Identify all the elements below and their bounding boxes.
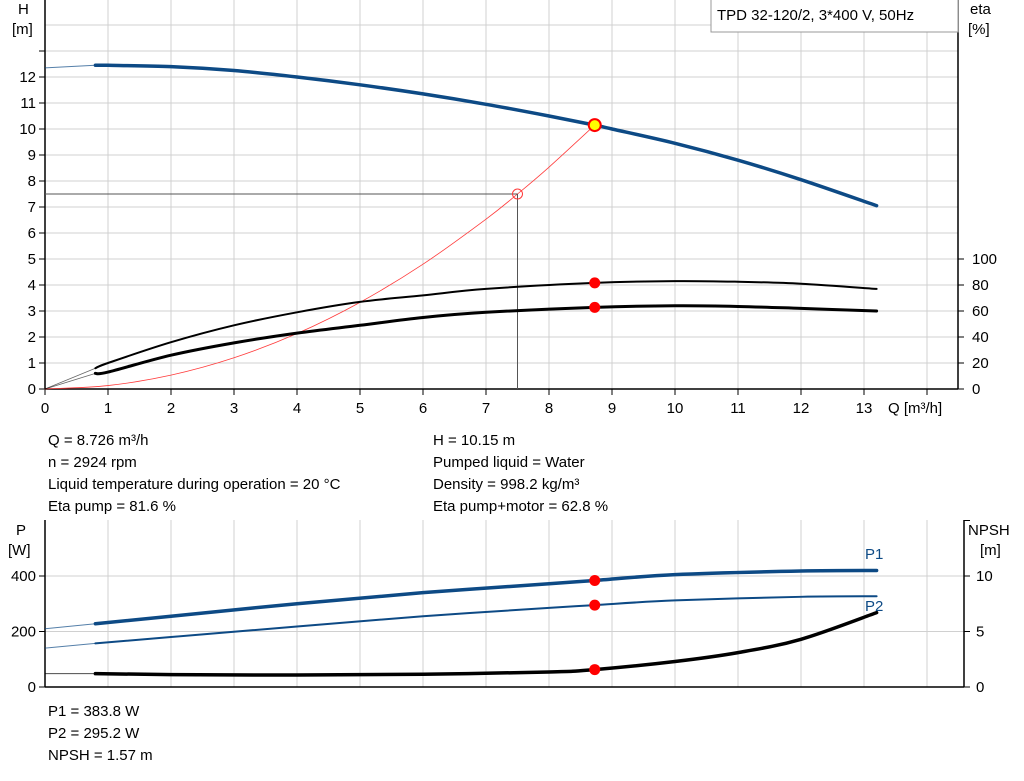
y2-axis-unit: [%] [968, 21, 990, 38]
x-tick-label: 0 [41, 400, 49, 417]
p1-duty-marker [589, 574, 601, 586]
y-tick-label: 8 [28, 173, 36, 190]
info-eta-pump: Eta pump = 81.6 % [48, 498, 176, 515]
eta-extrapolation [44, 373, 96, 390]
info-n: n = 2924 rpm [48, 454, 137, 471]
x-tick-label: 9 [608, 400, 616, 417]
eta-extrapolation [44, 367, 96, 390]
npsh-axis-unit: [m] [980, 542, 1001, 559]
x-axis-label: Q [m³/h] [888, 400, 942, 417]
y2-tick-label: 0 [972, 381, 980, 398]
p1-curve [93, 568, 879, 626]
x-tick-label: 5 [356, 400, 364, 417]
y-tick-label: 7 [28, 199, 36, 216]
x-tick-label: 4 [293, 400, 301, 417]
x-tick-label: 12 [793, 400, 810, 417]
y-tick-label: 2 [28, 329, 36, 346]
eta-total-duty-marker [589, 301, 601, 313]
npsh-axis-label: NPSH [968, 522, 1010, 539]
requested-point-marker [512, 188, 523, 200]
duty-point-marker [587, 118, 602, 133]
info-liquid: Pumped liquid = Water [433, 454, 585, 471]
y-tick-label: 1 [28, 355, 36, 372]
y2-tick-label: 100 [972, 251, 997, 268]
x-tick-label: 11 [730, 400, 746, 417]
p1-curve-extrapolation [44, 623, 96, 630]
p-tick-label: 400 [11, 568, 36, 585]
y2-tick-label: 80 [972, 277, 989, 294]
bottom-grid [45, 520, 964, 687]
x-tick-label: 7 [482, 400, 490, 417]
x-tick-label: 1 [104, 400, 112, 417]
p-axis-label: P [16, 522, 26, 539]
eta-pump-curve [94, 280, 878, 370]
y-tick-label: 10 [19, 121, 36, 138]
npsh-curve [93, 610, 879, 677]
y-axis-label: H [18, 1, 29, 18]
x-tick-label: 2 [167, 400, 175, 417]
y-tick-label: 9 [28, 147, 36, 164]
eta-total-curve [93, 304, 879, 376]
eta-pump-duty-marker [589, 277, 601, 289]
curves [44, 63, 879, 677]
p-tick-label: 200 [11, 624, 36, 641]
info-q: Q = 8.726 m³/h [48, 432, 148, 449]
x-tick-label: 10 [667, 400, 684, 417]
p2-series-label: P2 [865, 598, 883, 615]
y2-tick-label: 40 [972, 329, 989, 346]
chart-title: TPD 32-120/2, 3*400 V, 50Hz [717, 7, 914, 24]
y-tick-label: 12 [19, 69, 36, 86]
x-tick-label: 3 [230, 400, 238, 417]
p-axis-unit: [W] [8, 542, 31, 559]
npsh-duty-marker [589, 664, 601, 676]
info-temp: Liquid temperature during operation = 20… [48, 476, 341, 493]
p-tick-label: 0 [28, 679, 36, 696]
p1-series-label: P1 [865, 546, 883, 563]
x-tick-label: 8 [545, 400, 553, 417]
info-eta-total: Eta pump+motor = 62.8 % [433, 498, 608, 515]
system-curve [44, 124, 596, 390]
y2-axis-label: eta [970, 1, 992, 18]
y2-tick-label: 20 [972, 355, 989, 372]
y-tick-label: 11 [20, 95, 36, 112]
p2-curve-extrapolation [44, 642, 96, 649]
info-npsh: NPSH = 1.57 m [48, 747, 153, 764]
npsh-tick-label: 10 [976, 568, 993, 585]
info-density: Density = 998.2 kg/m³ [433, 476, 579, 493]
npsh-tick-label: 5 [976, 624, 984, 641]
x-tick-label: 13 [856, 400, 873, 417]
y-tick-label: 0 [28, 381, 36, 398]
info-h: H = 10.15 m [433, 432, 515, 449]
y-tick-label: 6 [28, 225, 36, 242]
y-tick-label: 3 [28, 303, 36, 320]
npsh-tick-label: 0 [976, 679, 984, 696]
info-p1: P1 = 383.8 W [48, 703, 140, 720]
p2-curve [94, 595, 878, 645]
head-curve [93, 63, 879, 208]
info-p2: P2 = 295.2 W [48, 725, 140, 742]
y2-tick-label: 60 [972, 303, 989, 320]
title-box [710, 0, 959, 33]
y-tick-label: 5 [28, 251, 36, 268]
x-tick-label: 6 [419, 400, 427, 417]
y-axis-unit: [m] [12, 21, 33, 38]
head-curve-extrapolation [44, 64, 96, 69]
y-tick-label: 4 [28, 277, 36, 294]
p2-duty-marker [589, 599, 601, 611]
